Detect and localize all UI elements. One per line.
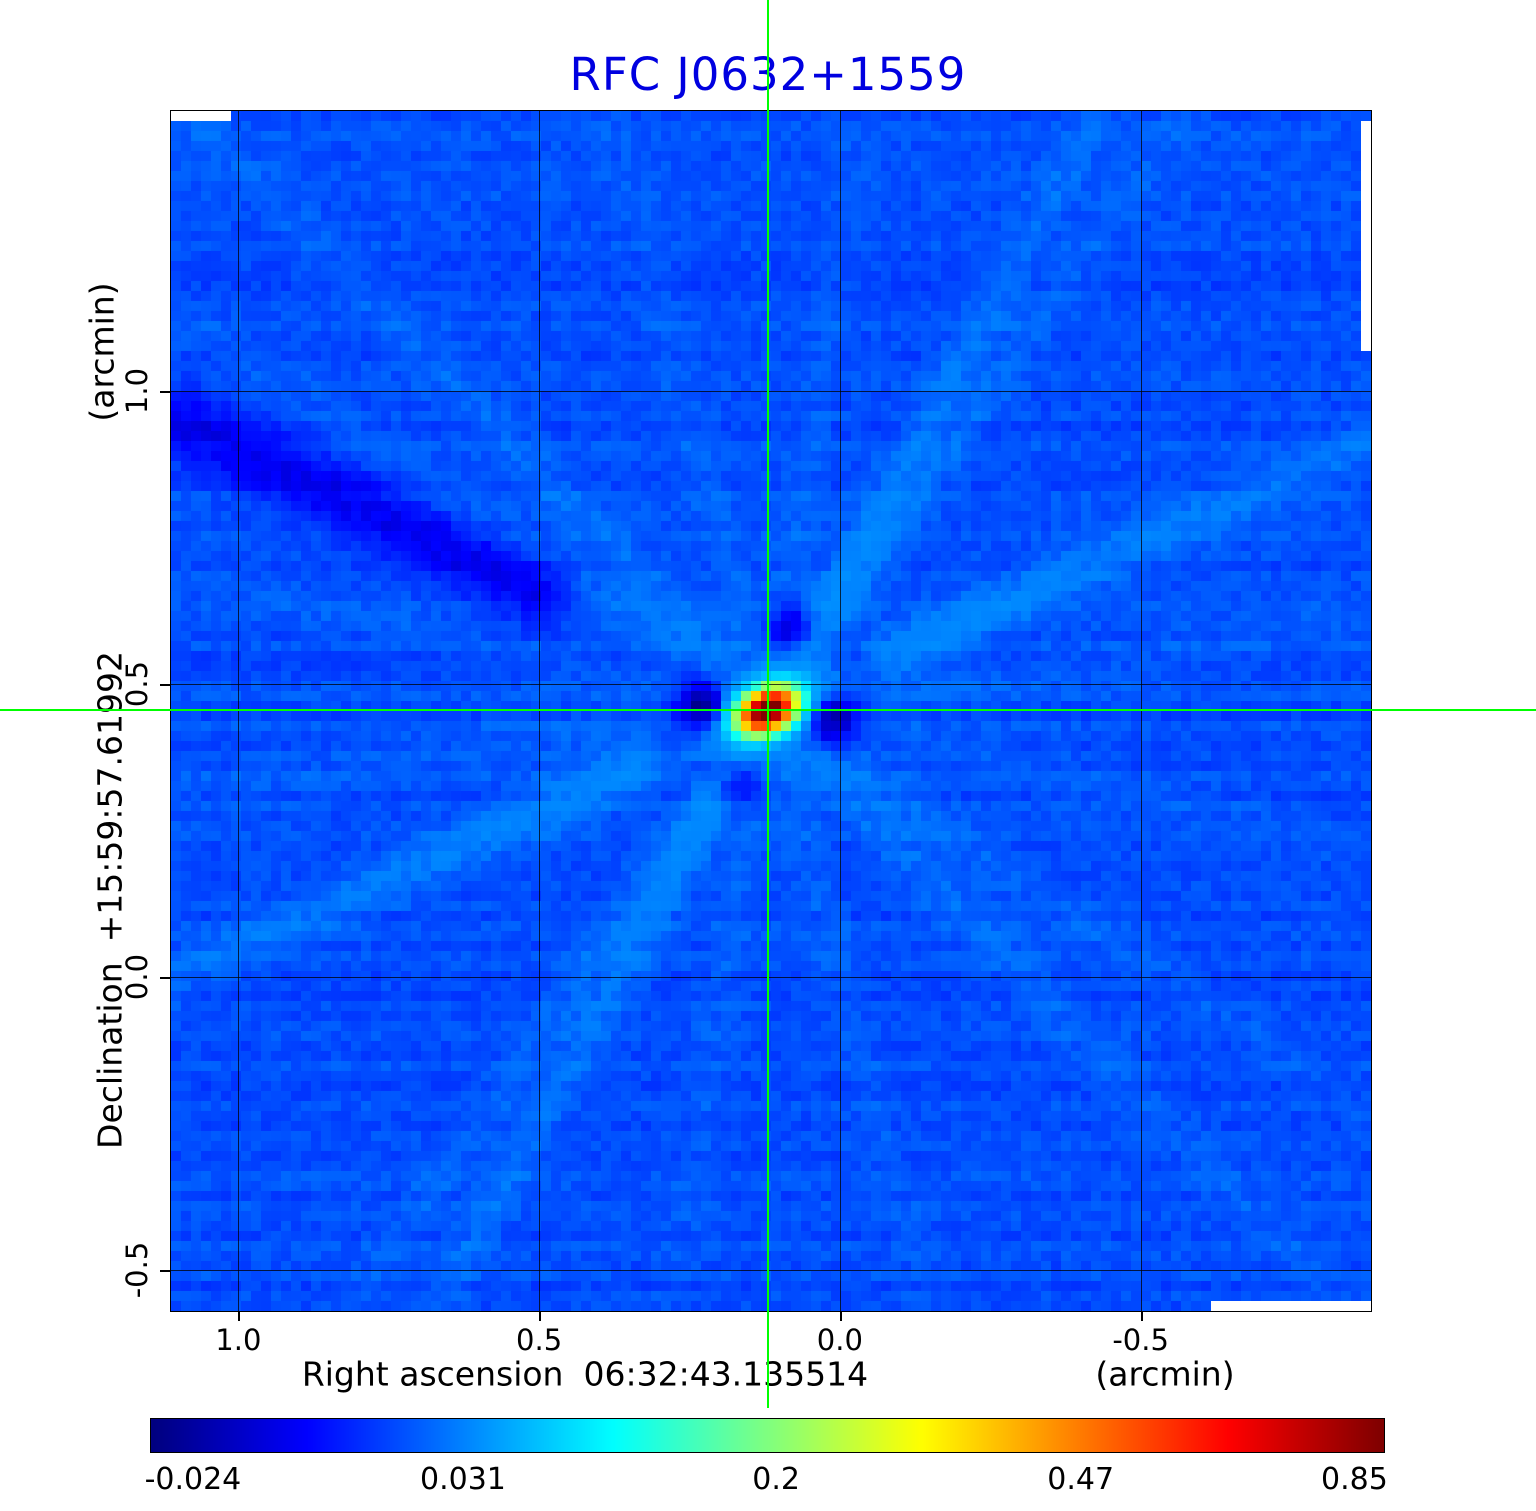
x-tick-label: 0.5: [516, 1323, 563, 1357]
y-axis-tick: [160, 391, 170, 394]
x-tick-label: 0.0: [816, 1323, 863, 1357]
y-axis-tick: [160, 977, 170, 980]
colorbar-tick-label: 0.031: [419, 1462, 506, 1497]
colorbar-tick-label: 0.85: [1321, 1462, 1388, 1497]
x-axis-tick: [1140, 1311, 1143, 1321]
crosshair-horizontal-line: [0, 709, 1536, 712]
colorbar-gradient-canvas: [151, 1419, 1384, 1452]
grid-line-horizontal: [171, 391, 1371, 393]
grid-line-horizontal: [171, 1269, 1371, 1271]
colorbar: [150, 1418, 1385, 1453]
y-tick-label: 0.0: [120, 953, 154, 1001]
x-axis-tick: [539, 1311, 542, 1321]
x-axis-label-text: Right ascension: [301, 1354, 564, 1394]
y-axis-unit: (arcmin): [82, 282, 122, 422]
grid-line-horizontal: [171, 684, 1371, 686]
y-axis-tick: [160, 1269, 170, 1272]
x-axis-tick: [238, 1311, 241, 1321]
x-axis-tick: [839, 1311, 842, 1321]
y-tick-label: -0.5: [120, 1241, 154, 1299]
grid-line-horizontal: [171, 977, 1371, 979]
y-tick-label: 0.5: [120, 660, 154, 708]
y-axis-tick: [160, 684, 170, 687]
x-axis-unit: (arcmin): [1095, 1354, 1235, 1394]
colorbar-tick-label: 0.2: [752, 1462, 800, 1497]
x-tick-label: -0.5: [1112, 1323, 1169, 1357]
y-tick-label: 1.0: [120, 368, 154, 415]
x-axis-coordinate: 06:32:43.135514: [583, 1354, 869, 1394]
y-axis-label: Declination+15:59:57.61992: [91, 651, 130, 1149]
x-tick-label: 1.0: [215, 1323, 262, 1357]
x-axis-label: Right ascension 06:32:43.135514: [302, 1355, 868, 1394]
crosshair-vertical-line: [766, 0, 769, 1408]
colorbar-tick-label: -0.024: [144, 1462, 242, 1497]
colorbar-tick-label: 0.47: [1047, 1462, 1115, 1497]
